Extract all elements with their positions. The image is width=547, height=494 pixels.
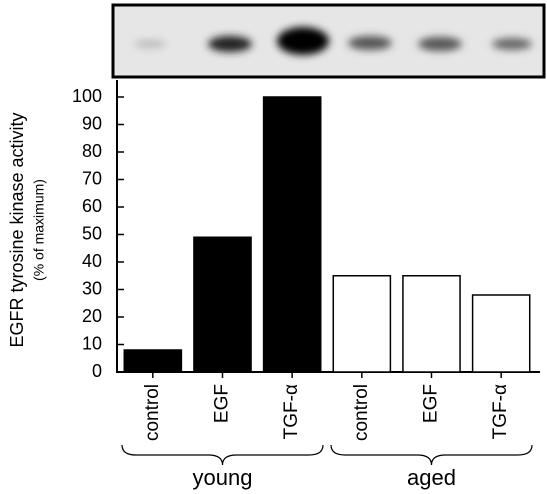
y-tick-label: 70 [82, 168, 102, 188]
y-axis-label: EGFR tyrosine kinase activity [7, 112, 27, 347]
y-tick-label: 40 [82, 251, 102, 271]
bar [124, 350, 181, 372]
x-tick-label: TGF-α [281, 384, 302, 439]
bar [333, 276, 390, 372]
group-brace [331, 445, 532, 465]
group-label: young [193, 465, 253, 490]
group-brace [122, 445, 323, 465]
y-tick-label: 10 [82, 333, 102, 353]
x-tick-label: control [351, 384, 372, 441]
bar [194, 237, 251, 372]
y-tick-label: 60 [82, 196, 102, 216]
y-tick-label: 100 [72, 86, 102, 106]
y-tick-label: 80 [82, 141, 102, 161]
x-tick-label: control [142, 384, 163, 441]
blot-image [113, 5, 544, 77]
bar [264, 97, 321, 372]
y-tick-label: 50 [82, 223, 102, 243]
y-tick-label: 20 [82, 306, 102, 326]
bar [473, 295, 530, 372]
x-tick-label: EGF [421, 384, 442, 423]
group-label: aged [407, 465, 456, 490]
x-tick-label: EGF [212, 384, 233, 423]
y-tick-label: 90 [82, 113, 102, 133]
chart: EGFR tyrosine kinase activity (% of maxi… [0, 0, 547, 494]
y-tick-label: 30 [82, 278, 102, 298]
y-tick-label: 0 [92, 361, 102, 381]
x-tick-label: TGF-α [490, 384, 511, 439]
bar [403, 276, 460, 372]
y-axis-sublabel: (% of maximum) [31, 179, 47, 281]
